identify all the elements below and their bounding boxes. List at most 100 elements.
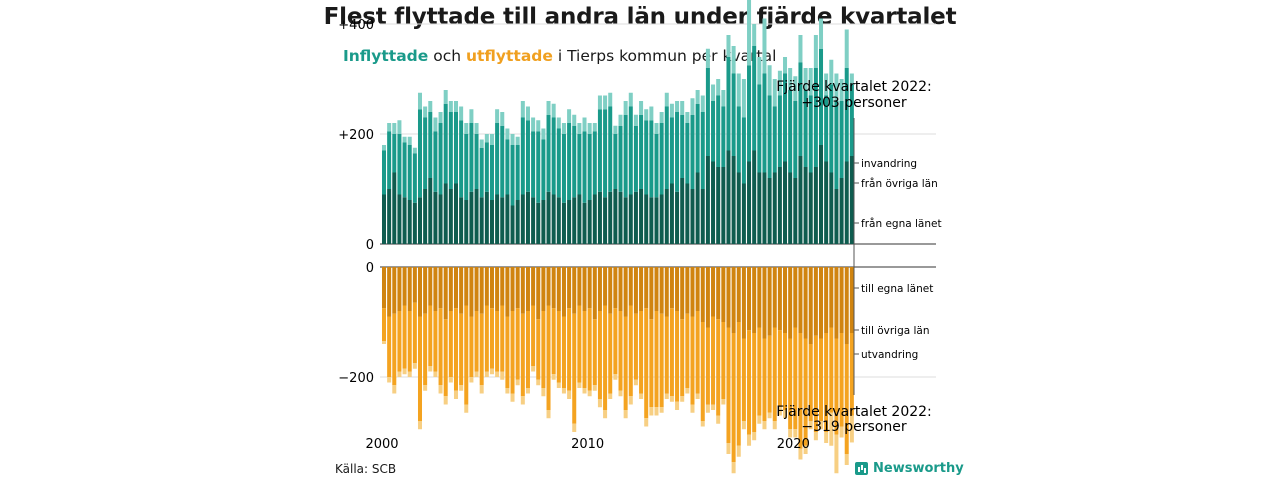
inflow-bar	[649, 197, 654, 244]
outflow-bar	[695, 311, 700, 394]
outflow-bar	[479, 385, 484, 394]
inflow-bar	[453, 183, 458, 244]
lower-y-tick-label: 0	[366, 261, 374, 276]
outflow-bar	[520, 396, 525, 405]
outflow-bar	[397, 371, 402, 377]
inflow-bar	[417, 197, 422, 244]
outflow-bar	[849, 415, 854, 443]
inflow-bar	[556, 197, 561, 244]
chart-subtitle: Inflyttade och utflyttade i Tierps kommu…	[343, 47, 776, 65]
outflow-bar	[541, 388, 546, 397]
inflow-bar	[417, 92, 422, 110]
inflow-bar	[711, 161, 716, 244]
series-labels: från egna länet från övriga län invandring…	[854, 158, 942, 361]
inflow-bar	[479, 139, 484, 148]
outflow-bar	[603, 305, 608, 410]
outflow-bar	[628, 396, 633, 405]
inflow-bar	[464, 200, 469, 244]
inflow-bar	[474, 189, 479, 244]
outflow-bar	[741, 338, 746, 421]
inflow-bar	[500, 197, 505, 244]
outflow-bar	[736, 445, 741, 457]
outflow-bar	[433, 267, 438, 311]
inflow-bar	[736, 73, 741, 107]
outflow-bar	[808, 344, 813, 421]
outflow-bar	[695, 393, 700, 399]
outflow-bar	[839, 426, 844, 438]
inflow-bar	[459, 197, 464, 244]
inflow-bar	[525, 106, 530, 121]
outflow-bar	[772, 421, 777, 430]
inflow-bar	[561, 134, 566, 203]
outflow-bar	[597, 311, 602, 399]
outflow-bar	[675, 267, 680, 311]
inflow-bar	[402, 197, 407, 244]
inflow-bar	[772, 106, 777, 173]
inflow-bar	[438, 194, 443, 244]
outflow-bar	[839, 267, 844, 333]
outflow-bar	[736, 267, 741, 322]
outflow-bar	[788, 338, 793, 430]
inflow-bar	[731, 73, 736, 156]
outflow-bar	[700, 421, 705, 427]
outflow-bar	[721, 267, 726, 322]
outflow-bar	[433, 371, 438, 377]
inflow-bar	[505, 128, 510, 140]
outflow-bar	[520, 267, 525, 314]
inflow-bar	[654, 123, 659, 134]
outflow-bar	[500, 371, 505, 380]
outflow-bar	[762, 338, 767, 421]
outflow-bar	[824, 432, 829, 443]
outflow-bar	[834, 267, 839, 339]
inflow-bar	[628, 92, 633, 107]
outflow-bar	[783, 267, 788, 333]
inflow-bar	[453, 101, 458, 112]
inflow-bar	[520, 117, 525, 195]
inflow-bar	[731, 156, 736, 244]
inflow-bar	[453, 112, 458, 184]
inflow-bar	[489, 145, 494, 200]
inflow-bar	[793, 178, 798, 244]
inflow-bar	[849, 156, 854, 244]
outflow-bar	[731, 462, 736, 474]
outflow-bar	[572, 267, 577, 314]
inflow-bar	[500, 125, 505, 198]
inflow-bar	[664, 92, 669, 107]
inflow-bar	[829, 172, 834, 244]
inflow-bar	[659, 194, 664, 244]
inflow-bar	[618, 114, 623, 126]
outflow-bar	[680, 319, 685, 397]
inflow-bar	[520, 194, 525, 244]
inflow-bar	[762, 172, 767, 244]
inflow-bar	[685, 112, 690, 123]
x-tick-label: 2000	[365, 437, 398, 452]
outflow-bar	[721, 322, 726, 399]
outflow-bar	[747, 434, 752, 446]
outflow-bar	[556, 311, 561, 383]
outflow-bar	[525, 267, 530, 311]
inflow-bar	[808, 68, 813, 96]
outflow-bar	[459, 313, 464, 386]
inflow-bar	[592, 123, 597, 132]
inflow-bar	[587, 134, 592, 200]
outflow-bar	[443, 319, 448, 397]
outflow-bar	[654, 267, 659, 311]
outflow-bar	[747, 267, 752, 331]
outflow-bar	[726, 327, 731, 443]
inflow-bar	[448, 189, 453, 244]
outflow-bar	[382, 267, 387, 309]
inflow-bar	[777, 95, 782, 167]
outflow-bar	[803, 445, 808, 454]
inflow-bar	[644, 194, 649, 244]
outflow-bar	[644, 267, 649, 309]
outflow-bar	[669, 396, 674, 402]
inflow-bar	[515, 136, 520, 145]
inflow-bar	[618, 191, 623, 244]
inflow-bar	[387, 189, 392, 244]
inflow-bar	[700, 112, 705, 189]
inflow-bar	[783, 73, 788, 162]
inflow-bar	[541, 128, 546, 140]
outflow-bar	[608, 393, 613, 399]
outflow-bar	[777, 267, 782, 331]
inflow-bar	[808, 95, 813, 173]
